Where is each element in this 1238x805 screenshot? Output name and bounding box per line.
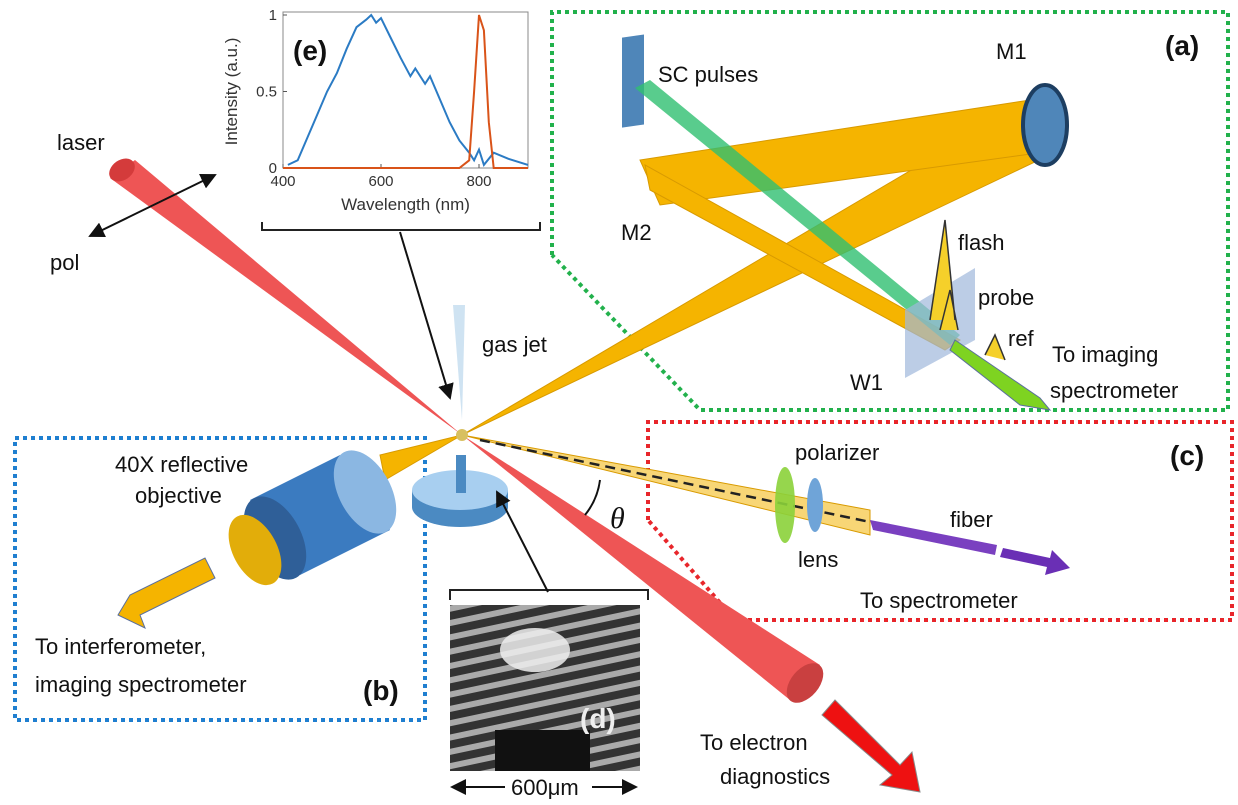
label: To imaging <box>1052 342 1158 367</box>
label: lens <box>798 547 838 572</box>
label: imaging spectrometer <box>35 672 247 697</box>
box-c <box>646 420 1234 622</box>
laser-out <box>462 435 820 700</box>
objective-lens <box>228 450 397 586</box>
panel-label: (b) <box>363 675 399 706</box>
x-tick-label: 400 <box>270 173 295 190</box>
panel-label: (e) <box>293 35 327 66</box>
label: M1 <box>996 39 1027 64</box>
spectrum-line <box>283 14 528 169</box>
fiber-arrow <box>1000 548 1070 575</box>
yellow-beams <box>379 99 1061 536</box>
fiber <box>870 520 997 555</box>
electron-arrow <box>821 699 921 793</box>
gas-jet <box>453 305 465 420</box>
label: ref <box>1008 326 1035 351</box>
label: To electron <box>700 730 808 755</box>
label: spectrometer <box>1050 378 1178 403</box>
label: To interferometer, <box>35 634 206 659</box>
image-bracket <box>449 589 649 600</box>
axis-line <box>479 438 871 524</box>
interferometer-arrow <box>117 557 216 629</box>
theta-arc <box>584 479 601 516</box>
spectrum-line <box>287 13 529 167</box>
inset-bracket <box>261 222 541 231</box>
window-w1 <box>905 268 975 378</box>
image-arrow <box>496 490 549 593</box>
label: diagnostics <box>720 764 830 789</box>
label: pol <box>50 250 79 275</box>
label: SC pulses <box>658 62 758 87</box>
label: M2 <box>621 220 652 245</box>
label: gas jet <box>482 332 547 357</box>
y-tick-label: 1 <box>269 7 277 24</box>
theta: θ <box>610 502 625 535</box>
inset-arrow <box>399 231 454 400</box>
x-tick-label: 800 <box>466 173 491 190</box>
mirror-m1 <box>1021 83 1069 167</box>
sc-beam <box>635 80 960 345</box>
label: laser <box>57 130 105 155</box>
label: probe <box>978 285 1034 310</box>
mirror-m2 <box>622 34 644 128</box>
label: flash <box>958 230 1004 255</box>
label: polarizer <box>795 440 879 465</box>
laser-exit <box>786 663 824 703</box>
panel-label: (c) <box>1170 440 1204 471</box>
scale-label: 600μm <box>511 775 579 800</box>
x-axis-label: Wavelength (nm) <box>341 195 470 214</box>
nozzle-shadow <box>495 730 590 771</box>
label: objective <box>135 483 222 508</box>
output-arrow-a <box>949 339 1052 411</box>
plasma-glow <box>500 628 570 672</box>
label: To spectrometer <box>860 588 1018 613</box>
lens <box>807 478 823 532</box>
label: fiber <box>950 507 993 532</box>
panel-label: (d) <box>580 703 616 734</box>
pol-arrow <box>88 173 217 238</box>
box-a <box>550 10 1230 412</box>
panel-label: (a) <box>1165 30 1199 61</box>
inset-chart: 400 600 800 0 0.5 1 Wavelength (nm) Intensity (… <box>222 7 529 214</box>
box-b <box>13 436 427 722</box>
nozzle-tube <box>456 455 466 493</box>
x-tick-label: 600 <box>368 173 393 190</box>
pulse-traces <box>929 219 1006 361</box>
y-axis-label: Intensity (a.u.) <box>222 38 241 146</box>
y-tick-label: 0 <box>269 160 277 177</box>
y-tick-label: 0.5 <box>256 84 277 101</box>
label: 40X reflective <box>115 452 248 477</box>
polarizer <box>775 467 795 543</box>
label: W1 <box>850 370 883 395</box>
focus <box>456 429 468 441</box>
